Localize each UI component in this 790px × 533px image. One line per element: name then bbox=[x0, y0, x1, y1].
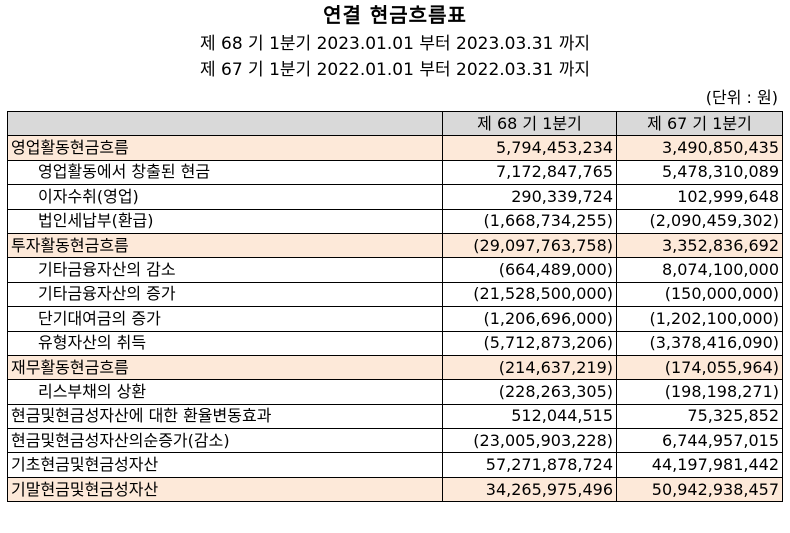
current-period-value: (5,712,873,206) bbox=[442, 330, 617, 356]
prior-period-value: (3,378,416,090) bbox=[616, 330, 783, 356]
current-period-value: (228,263,305) bbox=[442, 379, 617, 405]
table-row: 리스부채의 상환 (228,263,305) (198,198,271) bbox=[7, 379, 783, 405]
current-period-value: (664,489,000) bbox=[442, 257, 617, 283]
table-row: 영업활동현금흐름 5,794,453,234 3,490,850,435 bbox=[7, 135, 783, 161]
table-row: 기타금융자산의 감소 (664,489,000) 8,074,100,000 bbox=[7, 257, 783, 283]
unit-label: (단위 : 원) bbox=[705, 88, 778, 107]
prior-period-value: 3,490,850,435 bbox=[616, 135, 783, 161]
row-label: 기타금융자산의 증가 bbox=[7, 281, 443, 308]
row-label: 현금및현금성자산에 대한 환율변동효과 bbox=[7, 403, 443, 430]
current-period-value: (1,668,734,255) bbox=[442, 208, 617, 234]
prior-period-value: (174,055,964) bbox=[616, 354, 783, 381]
current-period-value: 512,044,515 bbox=[442, 403, 617, 430]
table-row: 법인세납부(환급) (1,668,734,255) (2,090,459,302) bbox=[7, 208, 783, 234]
current-period-value: (214,637,219) bbox=[442, 354, 617, 381]
current-period-value: (23,005,903,228) bbox=[442, 428, 617, 454]
prior-period-value: 102,999,648 bbox=[616, 184, 783, 210]
row-label: 영업활동에서 창출된 현금 bbox=[7, 159, 443, 186]
prior-period-value: (1,202,100,000) bbox=[616, 306, 783, 332]
header-corner bbox=[7, 110, 443, 137]
current-period-value: (21,528,500,000) bbox=[442, 281, 617, 308]
row-label: 이자수취(영업) bbox=[7, 184, 443, 210]
current-period-value: 57,271,878,724 bbox=[442, 452, 617, 478]
prior-period-value: (150,000,000) bbox=[616, 281, 783, 308]
table-row: 단기대여금의 증가 (1,206,696,000) (1,202,100,000) bbox=[7, 306, 783, 332]
prior-period-value: 75,325,852 bbox=[616, 403, 783, 430]
table-row: 이자수취(영업) 290,339,724 102,999,648 bbox=[7, 184, 783, 210]
prior-period-value: 44,197,981,442 bbox=[616, 452, 783, 478]
prior-period-value: (198,198,271) bbox=[616, 379, 783, 405]
table-row: 재무활동현금흐름 (214,637,219) (174,055,964) bbox=[7, 354, 783, 381]
table-row: 투자활동현금흐름 (29,097,763,758) 3,352,836,692 bbox=[7, 232, 783, 259]
header-prior-period: 제 67 기 1분기 bbox=[616, 110, 783, 137]
current-period-value: 5,794,453,234 bbox=[442, 135, 617, 161]
table-row: 현금및현금성자산의순증가(감소) (23,005,903,228) 6,744,95… bbox=[7, 428, 783, 454]
row-label: 영업활동현금흐름 bbox=[7, 135, 443, 161]
prior-period-value: 3,352,836,692 bbox=[616, 232, 783, 259]
table-row: 유형자산의 취득 (5,712,873,206) (3,378,416,090) bbox=[7, 330, 783, 356]
row-label: 투자활동현금흐름 bbox=[7, 232, 443, 259]
current-period-value: (1,206,696,000) bbox=[442, 306, 617, 332]
table-row: 기말현금및현금성자산 34,265,975,496 50,942,938,457 bbox=[7, 476, 783, 503]
table-row: 영업활동에서 창출된 현금 7,172,847,765 5,478,310,089 bbox=[7, 159, 783, 186]
current-period-value: 34,265,975,496 bbox=[442, 476, 617, 503]
period-prior: 제 67 기 1분기 2022.01.01 부터 2022.03.31 까지 bbox=[199, 60, 591, 80]
statement-title: 연결 현금흐름표 bbox=[323, 3, 467, 27]
row-label: 기초현금및현금성자산 bbox=[7, 452, 443, 478]
table-row: 기초현금및현금성자산 57,271,878,724 44,197,981,442 bbox=[7, 452, 783, 478]
current-period-value: 290,339,724 bbox=[442, 184, 617, 210]
row-label: 기말현금및현금성자산 bbox=[7, 476, 443, 503]
row-label: 단기대여금의 증가 bbox=[7, 306, 443, 332]
table-header-row: 제 68 기 1분기 제 67 기 1분기 bbox=[7, 110, 783, 137]
current-period-value: (29,097,763,758) bbox=[442, 232, 617, 259]
prior-period-value: (2,090,459,302) bbox=[616, 208, 783, 234]
period-current: 제 68 기 1분기 2023.01.01 부터 2023.03.31 까지 bbox=[199, 34, 591, 54]
prior-period-value: 8,074,100,000 bbox=[616, 257, 783, 283]
header-current-period: 제 68 기 1분기 bbox=[442, 110, 617, 137]
row-label: 현금및현금성자산의순증가(감소) bbox=[7, 428, 443, 454]
row-label: 재무활동현금흐름 bbox=[7, 354, 443, 381]
row-label: 유형자산의 취득 bbox=[7, 330, 443, 356]
row-label: 기타금융자산의 감소 bbox=[7, 257, 443, 283]
prior-period-value: 50,942,938,457 bbox=[616, 476, 783, 503]
prior-period-value: 6,744,957,015 bbox=[616, 428, 783, 454]
row-label: 법인세납부(환급) bbox=[7, 208, 443, 234]
prior-period-value: 5,478,310,089 bbox=[616, 159, 783, 186]
table-row: 현금및현금성자산에 대한 환율변동효과 512,044,515 75,325,852 bbox=[7, 403, 783, 430]
cash-flow-table: 제 68 기 1분기 제 67 기 1분기 영업활동현금흐름 5,794,453,… bbox=[7, 110, 783, 503]
row-label: 리스부채의 상환 bbox=[7, 379, 443, 405]
table-body: 영업활동현금흐름 5,794,453,234 3,490,850,435 영업활동에서… bbox=[7, 135, 783, 503]
table-row: 기타금융자산의 증가 (21,528,500,000) (150,000,000) bbox=[7, 281, 783, 308]
current-period-value: 7,172,847,765 bbox=[442, 159, 617, 186]
